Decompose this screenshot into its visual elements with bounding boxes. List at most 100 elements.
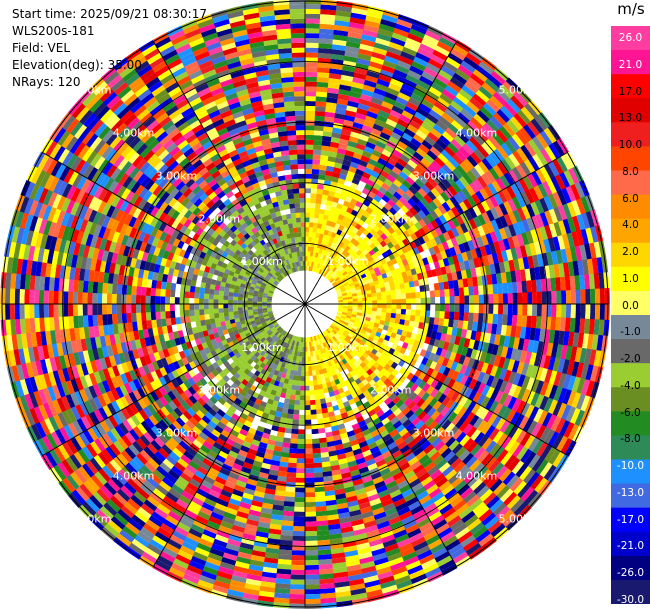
velocity-gate — [489, 115, 504, 130]
velocity-gate — [317, 218, 324, 225]
velocity-gate — [525, 203, 536, 218]
velocity-gate — [515, 269, 522, 283]
velocity-gate — [314, 242, 319, 248]
velocity-gate — [482, 122, 496, 137]
velocity-gate — [454, 304, 460, 313]
velocity-gate — [421, 184, 431, 195]
velocity-gate — [456, 328, 463, 338]
velocity-gate — [363, 279, 370, 285]
velocity-gate — [515, 164, 528, 179]
velocity-gate — [384, 55, 400, 65]
velocity-gate — [565, 290, 572, 305]
velocity-gate — [513, 113, 528, 128]
velocity-gate — [294, 492, 305, 498]
velocity-gate — [603, 272, 610, 290]
velocity-gate — [335, 5, 353, 13]
velocity-gate — [588, 349, 597, 367]
velocity-gate — [355, 286, 361, 291]
velocity-gate — [293, 409, 300, 415]
velocity-gate — [342, 60, 357, 68]
velocity-gate — [449, 264, 457, 274]
velocity-gate — [539, 226, 549, 241]
velocity-gate — [318, 174, 326, 181]
velocity-gate — [521, 315, 528, 328]
velocity-gate — [314, 491, 326, 498]
velocity-gate — [459, 233, 468, 244]
velocity-gate — [305, 164, 313, 170]
velocity-gate — [334, 113, 346, 120]
velocity-gate — [457, 190, 468, 202]
velocity-gate — [576, 230, 585, 247]
velocity-gate — [291, 550, 305, 556]
velocity-gate — [328, 277, 334, 282]
velocity-gate — [580, 228, 590, 246]
velocity-gate — [339, 79, 353, 87]
velocity-gate — [449, 100, 464, 113]
velocity-gate — [145, 311, 152, 321]
velocity-gate — [304, 521, 317, 527]
velocity-gate — [330, 137, 341, 144]
velocity-gate — [457, 64, 474, 78]
velocity-gate — [351, 81, 365, 90]
velocity-gate — [414, 191, 424, 201]
velocity-gate — [365, 141, 377, 150]
velocity-gate — [472, 216, 482, 228]
velocity-gate — [379, 282, 386, 289]
velocity-gate — [544, 224, 553, 240]
velocity-gate — [451, 227, 460, 238]
velocity-gate — [305, 125, 315, 131]
velocity-gate — [375, 37, 391, 47]
velocity-gate — [356, 236, 364, 244]
velocity-gate — [533, 185, 544, 201]
velocity-gate — [508, 259, 516, 273]
velocity-gate — [359, 246, 366, 253]
velocity-gate — [290, 433, 299, 439]
velocity-gate — [463, 312, 469, 322]
velocity-gate — [436, 41, 454, 53]
velocity-gate — [418, 103, 432, 114]
velocity-gate — [333, 24, 350, 32]
velocity-gate — [308, 241, 312, 247]
velocity-gate — [338, 304, 344, 307]
velocity-gate — [404, 128, 417, 139]
velocity-gate — [572, 332, 580, 348]
velocity-gate — [469, 295, 475, 305]
velocity-gate — [449, 246, 457, 257]
velocity-gate — [361, 34, 378, 43]
velocity-gate — [305, 197, 311, 203]
velocity-gate — [317, 62, 331, 69]
velocity-gate — [463, 286, 470, 297]
velocity-gate — [324, 116, 335, 123]
velocity-gate — [463, 104, 478, 118]
velocity-gate — [491, 132, 505, 147]
velocity-gate — [404, 314, 411, 321]
velocity-gate — [384, 161, 395, 171]
velocity-gate — [323, 271, 328, 278]
velocity-gate — [355, 264, 362, 271]
velocity-gate — [326, 160, 336, 168]
velocity-gate — [355, 168, 365, 177]
velocity-gate — [524, 189, 536, 205]
velocity-gate — [326, 220, 332, 227]
velocity-gate — [483, 102, 498, 117]
velocity-gate — [516, 281, 523, 294]
velocity-gate — [374, 214, 383, 222]
velocity-gate — [535, 316, 542, 330]
velocity-gate — [419, 197, 430, 208]
velocity-gate — [476, 322, 483, 333]
velocity-gate — [329, 270, 334, 276]
velocity-gate — [316, 188, 324, 195]
velocity-gate — [491, 323, 498, 335]
velocity-gate — [342, 280, 348, 285]
velocity-gate — [574, 245, 583, 262]
velocity-gate — [604, 288, 610, 305]
velocity-gate — [408, 280, 415, 288]
velocity-gate — [530, 118, 545, 134]
velocity-gate — [336, 218, 343, 225]
velocity-gate — [467, 77, 483, 91]
velocity-gate — [364, 252, 372, 259]
velocity-gate — [420, 310, 426, 317]
velocity-gate — [347, 241, 354, 249]
velocity-gate — [349, 272, 355, 278]
velocity-gate — [489, 151, 501, 166]
